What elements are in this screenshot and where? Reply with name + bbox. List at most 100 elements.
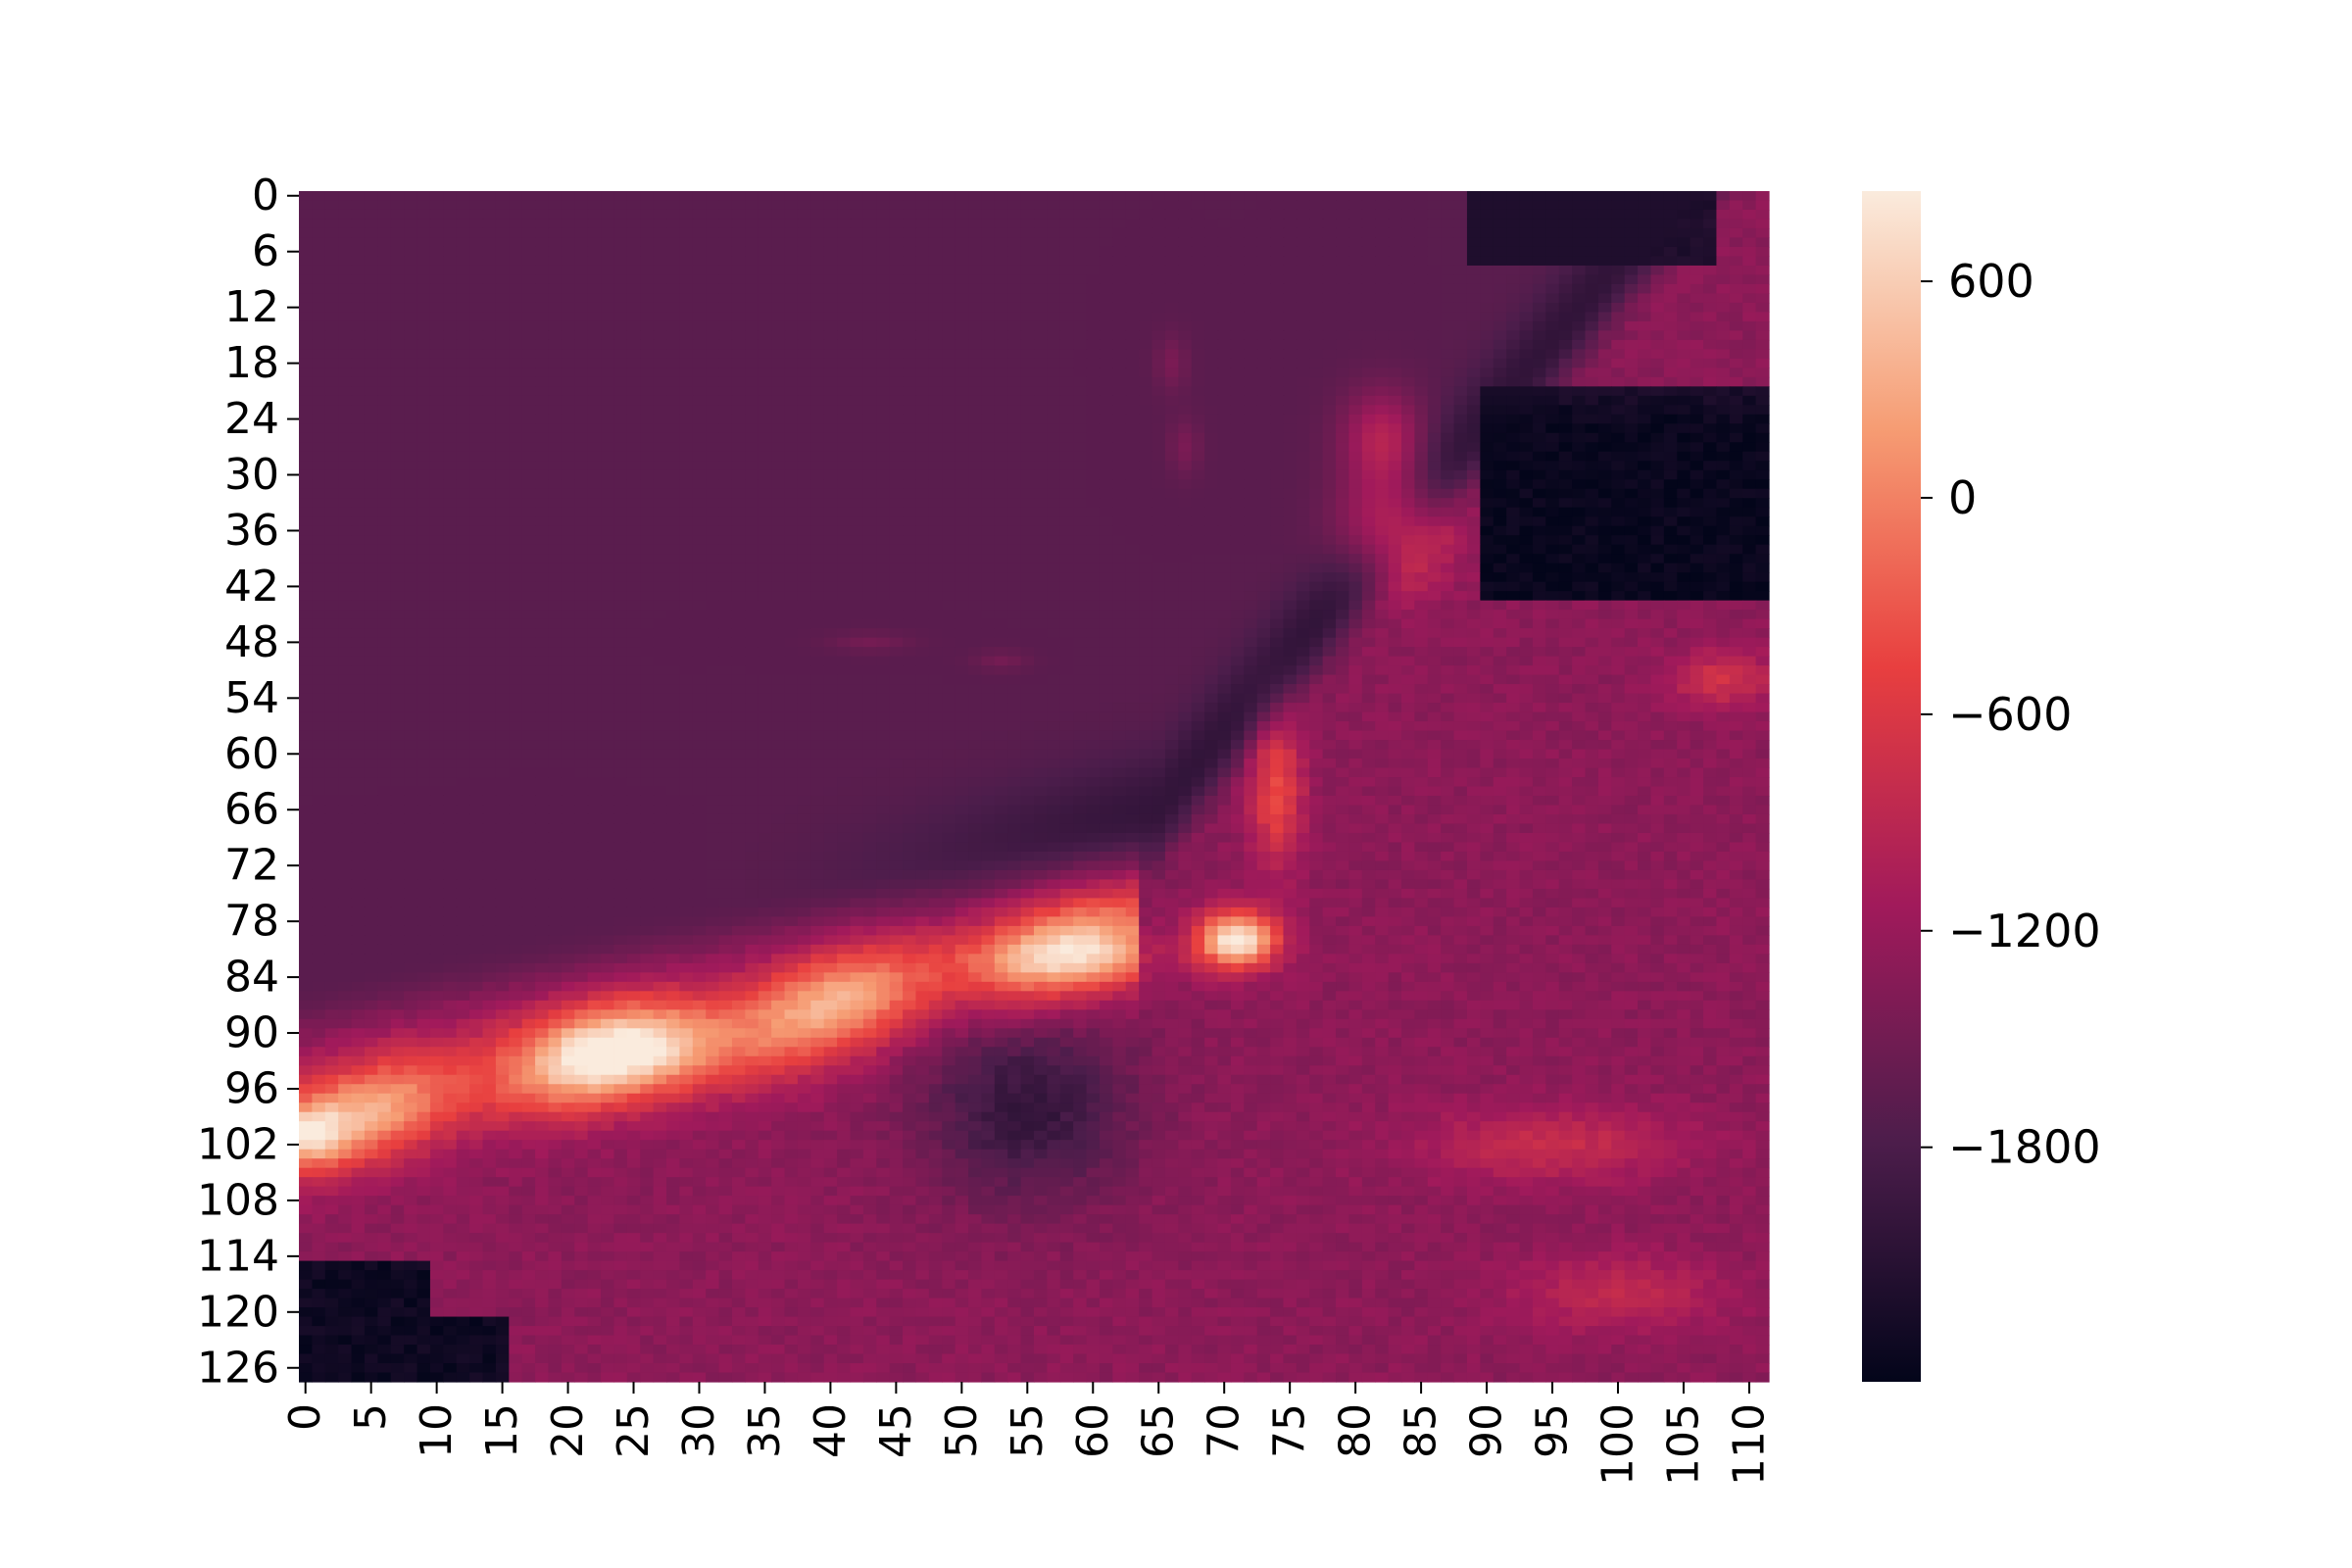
heatmap-cell	[469, 386, 484, 397]
heatmap-cell	[1466, 442, 1481, 453]
heatmap-cell	[324, 405, 339, 416]
heatmap-cell	[1309, 544, 1324, 555]
heatmap-cell	[416, 469, 431, 480]
heatmap-cell	[784, 525, 799, 536]
heatmap-plot-area	[299, 191, 1770, 1383]
heatmap-cell	[1270, 200, 1285, 211]
heatmap-cell	[482, 442, 497, 453]
heatmap-cell	[561, 358, 575, 368]
heatmap-cell	[1112, 600, 1127, 611]
heatmap-cell	[692, 320, 707, 331]
heatmap-cell	[679, 339, 694, 350]
heatmap-cell	[1034, 525, 1048, 536]
heatmap-cell	[981, 368, 996, 378]
heatmap-cell	[1466, 432, 1481, 443]
heatmap-cell	[1755, 451, 1770, 462]
heatmap-cell	[640, 339, 655, 350]
heatmap-cell	[1545, 283, 1560, 295]
heatmap-cell	[495, 488, 510, 499]
heatmap-cell	[613, 405, 628, 416]
heatmap-cell	[1558, 405, 1573, 416]
heatmap-cell	[1493, 191, 1507, 202]
heatmap-cell	[1256, 312, 1271, 322]
heatmap-cell	[850, 339, 864, 350]
heatmap-cell	[955, 200, 969, 211]
heatmap-cell	[1585, 283, 1599, 295]
heatmap-cell	[1152, 200, 1166, 211]
heatmap-cell	[1125, 535, 1140, 546]
heatmap-cell	[1073, 237, 1088, 248]
heatmap-cell	[364, 293, 378, 304]
heatmap-cell	[1703, 507, 1718, 517]
heatmap-cell	[1441, 320, 1455, 331]
heatmap-cell	[416, 283, 431, 295]
heatmap-cell	[587, 302, 602, 313]
heatmap-cell	[1375, 516, 1390, 527]
heatmap-cell	[1585, 469, 1599, 480]
heatmap-cell	[1690, 339, 1704, 350]
heatmap-cell	[338, 414, 353, 424]
heatmap-cell	[1624, 451, 1639, 462]
heatmap-cell	[784, 442, 799, 453]
heatmap-cell	[1388, 405, 1402, 416]
heatmap-cell	[1164, 516, 1179, 527]
heatmap-cell	[1401, 368, 1415, 378]
heatmap-cell	[837, 525, 852, 536]
heatmap-cell	[1034, 349, 1048, 360]
heatmap-cell	[299, 246, 313, 258]
heatmap-cell	[731, 339, 746, 350]
heatmap-cell	[1663, 591, 1678, 602]
heatmap-cell	[1230, 358, 1245, 368]
heatmap-cell	[771, 320, 786, 331]
heatmap-cell	[1020, 386, 1035, 397]
heatmap-cell	[404, 405, 418, 416]
heatmap-cell	[955, 209, 969, 220]
heatmap-cell	[404, 320, 418, 331]
heatmap-cell	[613, 488, 628, 499]
heatmap-cell	[955, 283, 969, 295]
heatmap-cell	[1296, 339, 1310, 350]
heatmap-cell	[1388, 368, 1402, 378]
heatmap-cell	[1716, 563, 1731, 573]
heatmap-cell	[1256, 563, 1271, 573]
heatmap-cell	[1493, 581, 1507, 592]
heatmap-cell	[797, 600, 811, 611]
heatmap-cell	[1230, 405, 1245, 416]
heatmap-cell	[1401, 219, 1415, 229]
heatmap-cell	[1336, 330, 1350, 341]
heatmap-cell	[1139, 330, 1153, 341]
heatmap-cell	[1597, 191, 1612, 202]
heatmap-cell	[377, 507, 392, 517]
heatmap-cell	[338, 191, 353, 202]
heatmap-cell	[771, 581, 786, 592]
heatmap-cell	[1624, 488, 1639, 499]
heatmap-cell	[1441, 386, 1455, 397]
heatmap-cell	[312, 461, 326, 471]
heatmap-cell	[1493, 283, 1507, 295]
heatmap-cell	[1650, 330, 1665, 341]
heatmap-cell	[613, 442, 628, 453]
heatmap-cell	[1558, 200, 1573, 211]
heatmap-cell	[981, 293, 996, 304]
heatmap-cell	[994, 432, 1008, 443]
heatmap-cell	[706, 498, 720, 509]
heatmap-cell	[1204, 349, 1219, 360]
heatmap-cell	[903, 330, 917, 341]
heatmap-cell	[1506, 191, 1521, 202]
heatmap-cell	[1638, 209, 1652, 220]
heatmap-cell	[404, 339, 418, 350]
heatmap-cell	[968, 283, 983, 295]
heatmap-cell	[613, 554, 628, 564]
heatmap-cell	[1230, 563, 1245, 573]
heatmap-cell	[1244, 237, 1258, 248]
heatmap-cell	[1178, 432, 1193, 443]
heatmap-cell	[771, 469, 786, 480]
heatmap-cell	[1178, 219, 1193, 229]
heatmap-cell	[797, 581, 811, 592]
heatmap-cell	[994, 507, 1008, 517]
heatmap-cell	[1348, 488, 1363, 499]
heatmap-cell	[1191, 591, 1205, 602]
heatmap-cell	[469, 293, 484, 304]
heatmap-cell	[928, 469, 943, 480]
heatmap-cell	[706, 200, 720, 211]
